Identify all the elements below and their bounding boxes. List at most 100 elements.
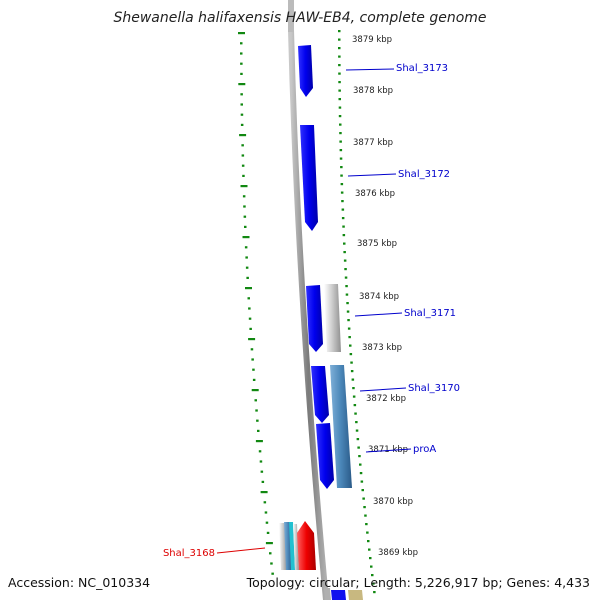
gc-skew-mark xyxy=(241,144,244,147)
gc-content-mark xyxy=(347,327,351,330)
gene-shal-3173-arrow xyxy=(298,45,313,97)
gene-bottom-blue xyxy=(331,590,346,600)
gc-skew-mark xyxy=(271,572,274,575)
gc-content-mark xyxy=(371,574,374,577)
gc-skew-mark xyxy=(260,491,268,494)
gc-content-mark xyxy=(343,251,346,254)
gc-skew-mark xyxy=(259,460,263,463)
gc-skew-mark xyxy=(244,225,247,228)
gc-content-mark xyxy=(353,404,357,407)
kbp-tick-label: 3870 kbp xyxy=(373,497,413,507)
gc-skew-mark xyxy=(240,62,243,65)
gc-skew-mark xyxy=(242,236,250,239)
gene-proa-arrow xyxy=(316,423,334,489)
gc-content-mark xyxy=(362,497,365,500)
gc-skew-mark xyxy=(257,429,260,432)
gc-skew-mark xyxy=(245,287,252,290)
gc-content-mark xyxy=(341,217,345,220)
gc-content-mark xyxy=(359,463,362,466)
gene-labels: Shal_3173 Shal_3172 Shal_3171 Shal_3170 proA… xyxy=(163,63,460,559)
gc-content-mark xyxy=(370,565,373,568)
gc-skew-mark xyxy=(240,103,243,106)
gc-content-mark xyxy=(358,455,361,458)
gc-content-mark xyxy=(368,548,371,551)
gc-content-mark xyxy=(345,285,348,288)
gc-skew-mark xyxy=(243,215,247,218)
gc-content-mark xyxy=(338,89,341,92)
gc-content-mark xyxy=(355,429,359,432)
gc-content-mark xyxy=(351,378,355,381)
gc-skew-mark xyxy=(266,531,270,534)
gc-skew-mark xyxy=(263,501,267,504)
gene-leader-line xyxy=(359,387,407,392)
gc-content-mark xyxy=(350,361,353,364)
gene-shal-3171-partner-grey xyxy=(324,284,341,352)
gc-skew-mark xyxy=(252,378,256,381)
gc-skew-mark xyxy=(261,480,265,483)
gc-content-mark xyxy=(341,200,344,203)
gc-content-mark xyxy=(354,412,357,415)
gene-leader-line xyxy=(216,547,266,554)
gene-bottom-grey xyxy=(324,588,331,600)
kbp-tick-label: 3879 kbp xyxy=(352,35,392,45)
gc-content-mark xyxy=(372,582,375,585)
kbp-tick-label: 3869 kbp xyxy=(378,548,418,558)
gene-shal-3172-arrow xyxy=(300,125,318,231)
gc-skew-mark xyxy=(240,52,243,55)
gc-skew-mark xyxy=(256,419,259,422)
gc-content-mark xyxy=(338,30,341,33)
kbp-tick-label: 3872 kbp xyxy=(366,394,406,404)
gc-skew-mark xyxy=(254,399,257,402)
gc-skew-mark xyxy=(258,450,262,453)
gc-content-mark xyxy=(342,225,345,228)
gc-skew-mark xyxy=(249,327,252,330)
gc-content-mark xyxy=(340,183,344,186)
gc-skew-track-left xyxy=(238,32,274,575)
gc-skew-mark xyxy=(252,368,255,371)
kbp-tick-label: 3874 kbp xyxy=(359,292,399,302)
gc-skew-mark xyxy=(251,358,254,361)
gc-content-mark xyxy=(339,157,343,160)
gc-content-mark xyxy=(338,55,341,58)
gc-skew-mark xyxy=(265,521,269,524)
kbp-tick-label: 3876 kbp xyxy=(355,189,395,199)
gc-skew-mark xyxy=(238,32,245,35)
gc-skew-mark xyxy=(251,389,259,392)
gc-content-mark xyxy=(345,293,349,296)
kbp-tick-label: 3871 kbp xyxy=(368,445,408,455)
gene-label: Shal_3173 xyxy=(396,63,448,74)
gene-label: Shal_3171 xyxy=(404,308,456,319)
gc-content-mark xyxy=(338,47,341,50)
gc-content-mark xyxy=(349,344,352,347)
gc-skew-mark xyxy=(242,174,245,177)
genome-backbone xyxy=(288,29,329,600)
gc-skew-mark xyxy=(255,440,263,443)
gc-content-mark xyxy=(367,540,370,543)
gc-skew-mark xyxy=(247,297,250,300)
gc-content-mark xyxy=(339,140,342,143)
gc-content-mark xyxy=(344,268,347,271)
kbp-tick-label: 3878 kbp xyxy=(353,86,393,96)
gene-shal-3171-arrow xyxy=(306,285,323,352)
gc-content-mark xyxy=(365,523,368,526)
gc-skew-mark xyxy=(240,93,243,96)
gc-content-mark xyxy=(338,38,341,41)
gene-leader-line xyxy=(347,173,397,177)
gc-content-mark xyxy=(352,395,356,398)
gene-shal-3168-arrow xyxy=(297,521,316,570)
gc-content-mark xyxy=(361,489,364,492)
kbp-scale: 3879 kbp 3878 kbp 3877 kbp 3876 kbp 3875 kbp… xyxy=(352,35,418,558)
gc-skew-mark xyxy=(240,123,244,126)
gc-skew-mark xyxy=(242,195,246,198)
gc-skew-mark xyxy=(240,72,243,75)
gene-leader-line xyxy=(365,448,412,453)
gc-skew-mark xyxy=(269,552,272,555)
gc-skew-mark xyxy=(245,256,248,259)
gc-content-mark xyxy=(363,506,366,509)
accession-text: Accession: NC_010334 xyxy=(8,575,151,590)
gene-leader-line xyxy=(345,68,395,71)
backbone-top-cap xyxy=(288,0,294,32)
gc-skew-mark xyxy=(241,154,245,157)
gc-content-mark xyxy=(352,387,355,390)
gc-skew-mark xyxy=(248,317,252,320)
